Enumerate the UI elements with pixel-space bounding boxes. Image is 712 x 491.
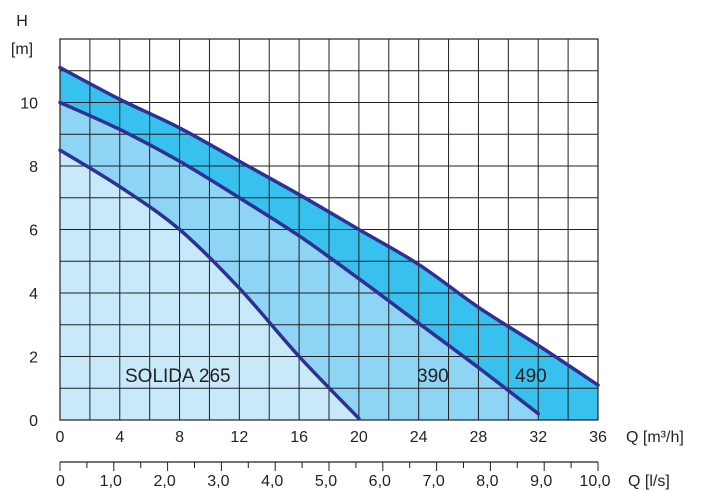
y-tick-label: 8 [29,159,38,176]
pump-curve-line [58,148,361,421]
curve-label: SOLIDA 265 [125,366,231,387]
x-tick-labels: 0 4 8 12 16 20 24 28 32 36 [56,429,607,446]
curve-labels: SOLIDA 265 390 490 [125,366,547,387]
plot-frame [59,38,599,421]
secondary-x-tick-label: 4,0 [261,473,283,490]
y-tick-label: 0 [29,413,38,430]
secondary-x-tick-label: 8,0 [476,473,498,490]
y-axis-label-line1: H [16,13,28,30]
x-tick-label: 0 [56,429,65,446]
x-axis-primary-label: Q [m³/h] [626,429,684,446]
x-tick-label: 36 [589,429,607,446]
secondary-x-tick-label: 1,0 [100,473,122,490]
y-tick-label: 4 [29,286,38,303]
secondary-x-tick-label: 0 [56,473,65,490]
x-tick-label: 20 [350,429,368,446]
secondary-x-axis: 0 1,0 2,0 3,0 4,0 5,0 6,0 7,0 8,0 9,0 10,0 [56,461,611,490]
x-axis-secondary-label: Q [l/s] [628,473,670,490]
y-tick-label: 6 [29,223,38,240]
x-tick-label: 32 [529,429,547,446]
x-tick-label: 4 [115,429,124,446]
y-tick-label: 2 [29,350,38,367]
curve-label: 390 [417,366,449,387]
pump-curve-line [58,100,540,416]
pump-curve-line [58,65,600,387]
grid-lines [59,38,599,421]
pump-curves [58,65,600,421]
secondary-x-tick-label: 2,0 [153,473,175,490]
x-tick-label: 8 [175,429,184,446]
secondary-x-tick-label: 5,0 [315,473,337,490]
secondary-x-tick-label: 10,0 [579,473,610,490]
x-tick-label: 16 [290,429,308,446]
curve-label: 490 [515,366,547,387]
secondary-x-tick-label: 7,0 [422,473,444,490]
x-tick-label: 28 [470,429,488,446]
secondary-x-tick-label: 9,0 [530,473,552,490]
x-tick-label: 12 [230,429,248,446]
y-axis-label-line2: [m] [11,41,33,58]
x-tick-label: 24 [410,429,428,446]
y-tick-label: 10 [20,96,38,113]
secondary-x-tick-label: 3,0 [207,473,229,490]
secondary-x-tick-label: 6,0 [369,473,391,490]
y-tick-labels: 0 2 4 6 8 10 [20,96,38,431]
